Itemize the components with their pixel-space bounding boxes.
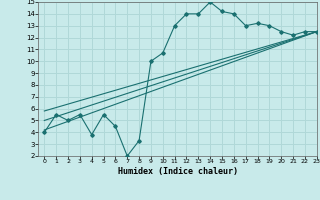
- X-axis label: Humidex (Indice chaleur): Humidex (Indice chaleur): [118, 167, 238, 176]
